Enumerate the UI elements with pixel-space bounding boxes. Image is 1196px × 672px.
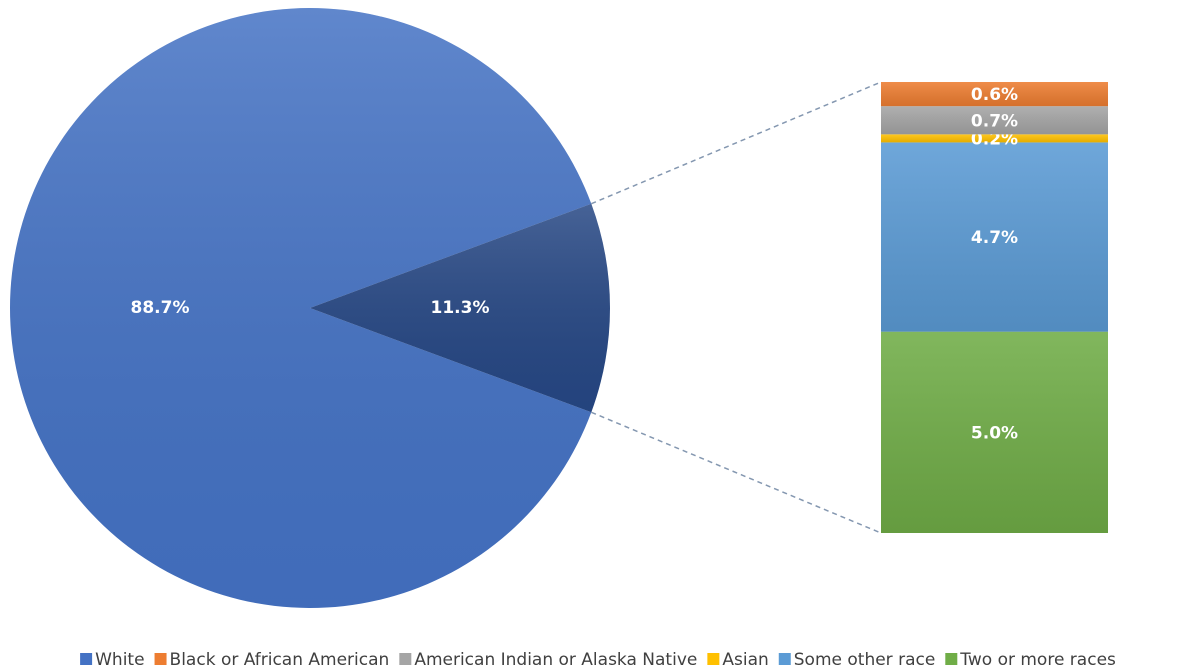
legend-swatch (399, 653, 412, 665)
data-label: 5.0% (971, 423, 1018, 443)
bar-shade (881, 106, 1108, 135)
data-label: 0.7% (971, 111, 1018, 131)
pie-shade (9, 8, 592, 609)
bar-shade (881, 82, 1108, 107)
legend-label: Some other race (794, 650, 936, 670)
legend-swatch (778, 653, 791, 665)
connector (591, 81, 882, 205)
legend-label: Asian (722, 650, 768, 670)
data-label: 0.2% (971, 129, 1018, 149)
bar-shade (881, 331, 1108, 533)
legend-label: American Indian or Alaska Native (414, 650, 697, 670)
bar-shade (881, 134, 1108, 143)
data-label: 0.6% (971, 85, 1018, 105)
connector (591, 411, 882, 534)
data-label: 88.7% (131, 298, 190, 318)
legend-swatch (80, 653, 93, 665)
legend-swatch (154, 653, 167, 665)
pie-shade (310, 203, 610, 413)
legend-swatch (945, 653, 958, 665)
legend-swatch (707, 653, 720, 665)
bar-shade (881, 142, 1108, 332)
legend-label: Black or African American (170, 650, 390, 670)
data-label: 4.7% (971, 228, 1018, 248)
legend-label: Two or more races (959, 650, 1116, 670)
data-label: 11.3% (431, 298, 490, 318)
legend-label: White (95, 650, 144, 670)
